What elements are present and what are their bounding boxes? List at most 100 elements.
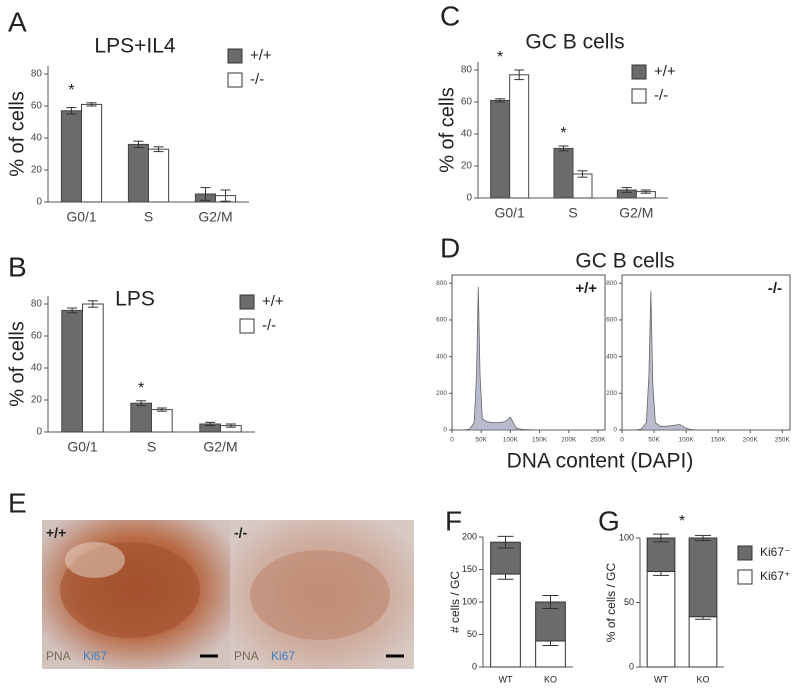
panel-label: B — [8, 251, 27, 282]
legend-label: Ki67⁻ — [760, 545, 790, 559]
bar-segment — [490, 573, 521, 668]
panel-label: D — [440, 232, 460, 263]
x-tick-label: 100K — [503, 437, 519, 444]
image-panel: E +/+ -/- PNA Ki67 PNA Ki67 — [8, 487, 414, 669]
bar — [148, 148, 170, 203]
panel-label: C — [440, 0, 460, 31]
y-tick-label: 200 — [606, 390, 617, 397]
chart-title: LPS+IL4 — [94, 35, 175, 58]
y-tick-label: 0 — [466, 193, 472, 204]
panel-label: G — [598, 505, 620, 536]
annotation: * — [68, 82, 74, 99]
stain-label: PNA — [46, 649, 71, 663]
x-tick-label: 150K — [532, 437, 548, 444]
y-tick-label: 0 — [629, 661, 634, 671]
x-tick-label: 250K — [775, 437, 791, 444]
legend-swatch — [227, 72, 243, 88]
x-tick-label: G0/1 — [494, 205, 525, 221]
chart-title: LPS — [115, 288, 155, 311]
y-tick-label: 800 — [436, 280, 447, 287]
bar-segment — [688, 616, 718, 668]
y-tick-label: 80 — [31, 69, 43, 80]
x-tick-label: G2/M — [198, 209, 232, 225]
legend-label: Ki67⁺ — [760, 569, 790, 583]
x-tick-label: 0 — [620, 437, 624, 444]
annotation: * — [497, 49, 503, 66]
bar — [130, 402, 153, 433]
y-tick-label: 80 — [461, 65, 473, 76]
genotype-label: -/- — [234, 525, 248, 541]
x-tick-label: 50K — [475, 437, 487, 444]
bar — [490, 99, 511, 199]
chart-title: GC B cells — [575, 250, 674, 273]
legend-label: -/- — [654, 87, 668, 104]
x-tick-label: S — [568, 205, 577, 221]
legend-swatch — [737, 569, 753, 585]
x-tick-label: 0 — [450, 437, 454, 444]
legend-swatch — [239, 318, 255, 334]
legend-swatch — [737, 545, 753, 561]
y-tick-label: 100 — [462, 596, 477, 606]
x-tick-label: G2/M — [619, 205, 653, 221]
x-tick-label: G0/1 — [67, 439, 98, 455]
y-tick-label: 400 — [436, 353, 447, 360]
bar-segment — [646, 537, 676, 573]
panel-label: E — [8, 487, 27, 518]
legend-swatch — [239, 294, 255, 310]
bar — [82, 303, 104, 433]
x-tick-label: 100K — [679, 437, 695, 444]
stain-label: PNA — [234, 649, 259, 663]
y-axis-label: % of cells — [6, 91, 28, 177]
y-axis-label: % of cells / GC — [604, 562, 618, 642]
y-tick-label: 400 — [606, 353, 617, 360]
y-tick-label: 40 — [31, 363, 43, 374]
stain-label: Ki67 — [83, 649, 107, 663]
y-tick-label: 50 — [624, 597, 634, 607]
bar — [553, 147, 574, 199]
y-tick-label: 0 — [472, 661, 477, 671]
y-tick-label: 40 — [461, 129, 473, 140]
histogram-area — [452, 286, 598, 431]
chart-title: GC B cells — [525, 31, 624, 54]
bar — [151, 409, 173, 433]
x-tick-label: G2/M — [203, 439, 237, 455]
legend-label: +/+ — [654, 63, 676, 80]
legend-label: -/- — [250, 71, 264, 88]
legend-swatch — [631, 64, 647, 80]
panel-label: A — [8, 6, 27, 37]
annotation: * — [679, 513, 685, 530]
x-tick-label: G0/1 — [66, 209, 97, 225]
bar — [81, 103, 103, 203]
y-axis-label: # cells / GC — [448, 571, 462, 633]
y-tick-label: 600 — [436, 317, 447, 324]
y-tick-label: 600 — [606, 317, 617, 324]
bar-segment — [688, 537, 718, 618]
stain-region — [250, 550, 390, 640]
bar — [60, 110, 83, 203]
legend-label: +/+ — [250, 47, 272, 64]
y-tick-label: 60 — [31, 331, 43, 342]
x-tick-label: 200K — [743, 437, 759, 444]
y-tick-label: 800 — [606, 280, 617, 287]
x-axis-label: DNA content (DAPI) — [507, 450, 694, 473]
micrograph-ko — [230, 520, 414, 669]
y-tick-label: 20 — [31, 395, 43, 406]
y-tick-label: 0 — [36, 427, 42, 438]
legend-swatch — [631, 88, 647, 104]
subplot-label: -/- — [768, 280, 782, 297]
y-tick-label: 60 — [461, 97, 473, 108]
histogram-area — [622, 290, 783, 431]
x-tick-label: KO — [696, 674, 709, 684]
x-tick-label: 200K — [561, 437, 577, 444]
x-tick-label: WT — [654, 674, 668, 684]
y-tick-label: 60 — [31, 101, 43, 112]
x-tick-label: 150K — [711, 437, 727, 444]
stain-region — [65, 542, 125, 578]
bar-segment — [646, 571, 676, 668]
x-tick-label: 50K — [648, 437, 660, 444]
y-tick-label: 0 — [443, 427, 447, 434]
y-tick-label: 0 — [613, 427, 617, 434]
legend-label: +/+ — [262, 293, 284, 310]
y-tick-label: 50 — [467, 629, 477, 639]
